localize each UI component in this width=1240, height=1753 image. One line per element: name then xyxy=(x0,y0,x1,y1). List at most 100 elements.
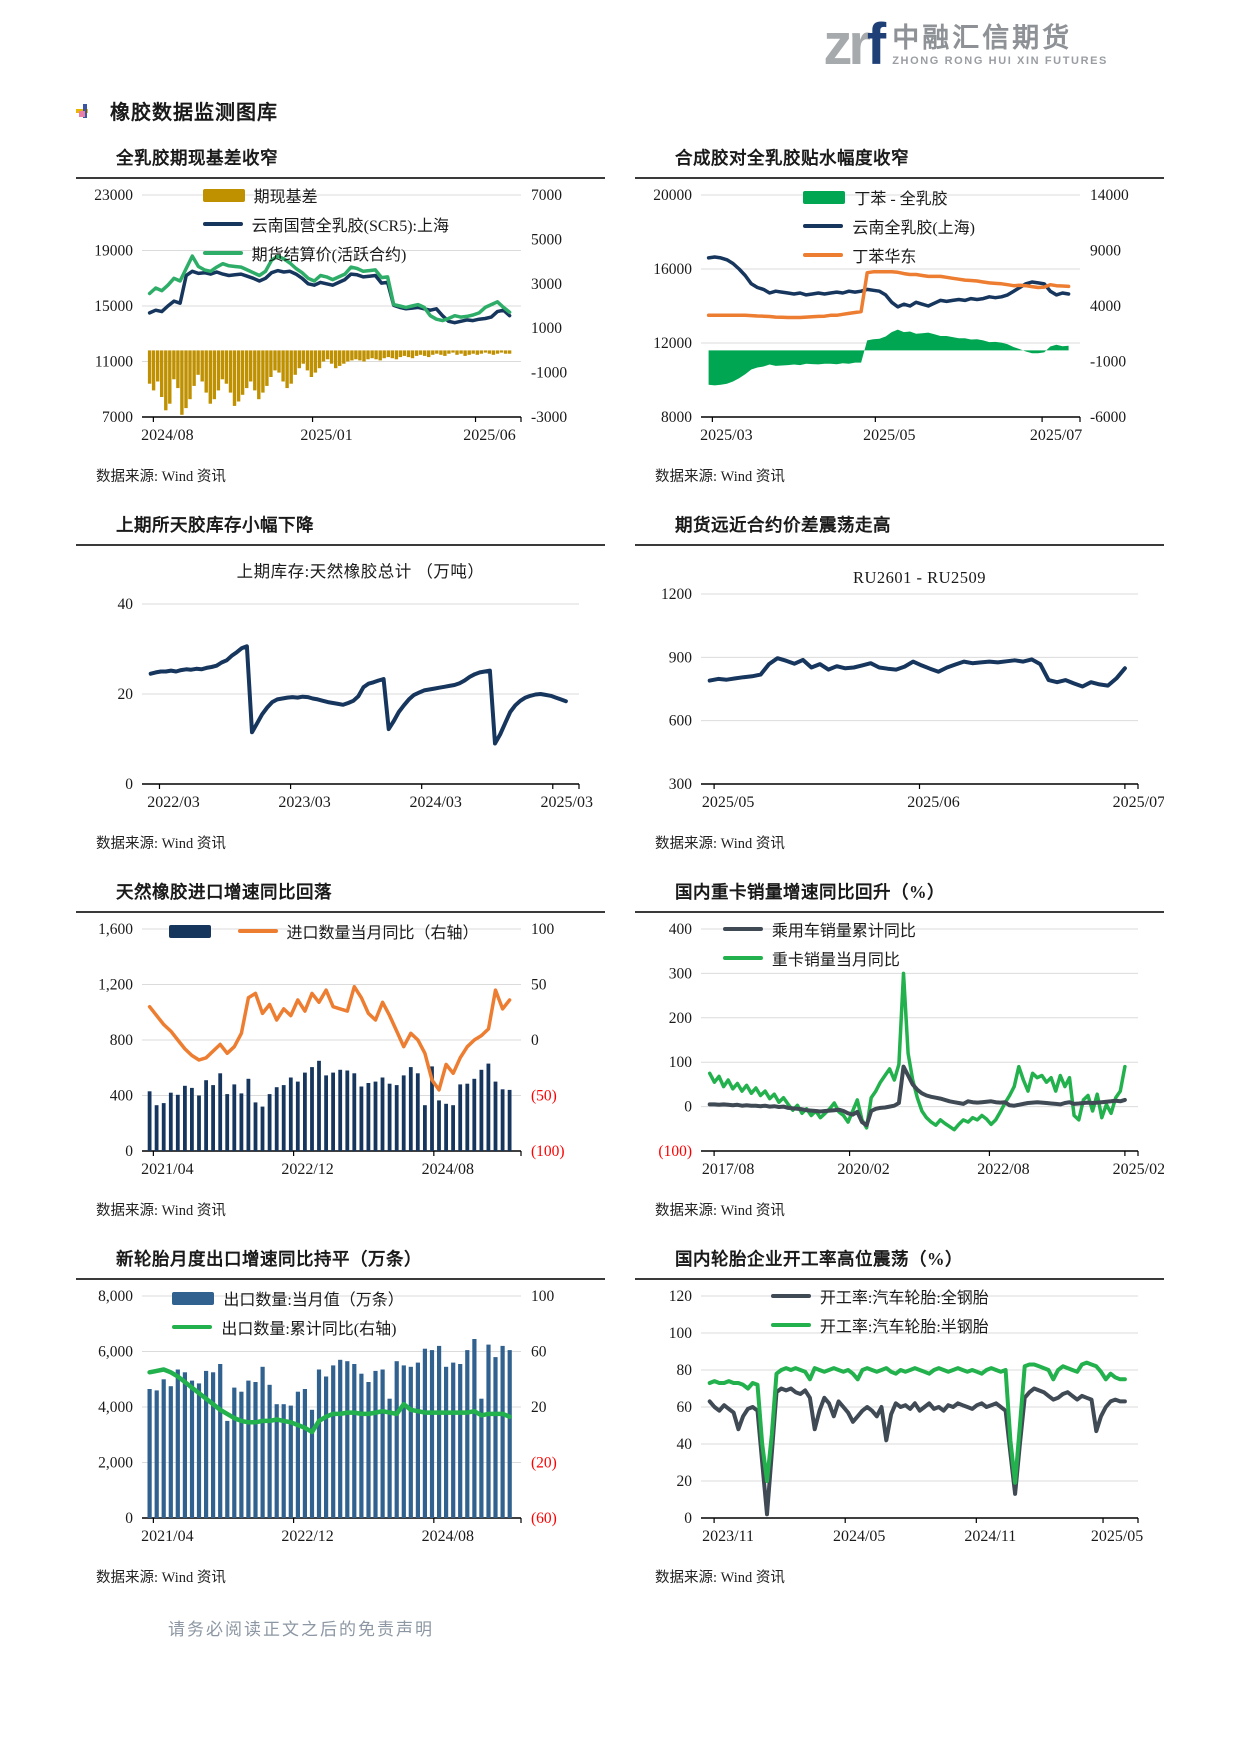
series-bar xyxy=(285,350,289,389)
legend-item: 上期库存:天然橡胶总计 （万吨） xyxy=(237,558,485,582)
series-bar xyxy=(301,350,305,364)
series-bar xyxy=(431,350,435,355)
series-bar xyxy=(390,350,394,359)
chart-synthetic-discount: 合成胶对全乳胶贴水幅度收窄 20000 16000 12000 8000 14000 90… xyxy=(635,141,1164,486)
legend-label: 开工率:汽车轮胎:半钢胎 xyxy=(819,1319,989,1336)
svg-text:800: 800 xyxy=(110,1032,134,1049)
svg-text:5000: 5000 xyxy=(531,231,562,248)
svg-text:2023/11: 2023/11 xyxy=(702,1528,754,1545)
legend-label: 重卡销量当月同比 xyxy=(771,952,900,969)
svg-text:2024/08: 2024/08 xyxy=(422,1528,474,1545)
svg-text:11000: 11000 xyxy=(95,354,133,371)
legend-bar-swatch-icon xyxy=(202,188,245,202)
svg-text:4,000: 4,000 xyxy=(98,1399,133,1416)
series-bar xyxy=(331,1365,336,1518)
series-bar xyxy=(345,1361,350,1518)
series-bar xyxy=(253,1382,258,1518)
series-bar xyxy=(257,350,261,400)
legend-item: 乘用车销量累计同比 xyxy=(722,917,916,941)
svg-text:400: 400 xyxy=(110,1088,134,1105)
svg-text:1200: 1200 xyxy=(661,586,692,603)
series-bar xyxy=(224,350,229,384)
series-bar xyxy=(342,350,346,364)
legend-item: 期货结算价(活跃合约) xyxy=(202,241,449,265)
series-bar xyxy=(346,350,350,362)
svg-text:2017/08: 2017/08 xyxy=(702,1161,754,1178)
chart-plot-synthetic: 20000 16000 12000 8000 14000 9000 4000 -1000 -60… xyxy=(635,183,1164,455)
series-bar xyxy=(338,1359,343,1518)
series-line xyxy=(707,1386,1127,1517)
series-bar xyxy=(366,1382,371,1518)
chart-plot-basis: 23000 19000 15000 11000 7000 7000 5000 3000 1000… xyxy=(76,183,605,455)
legend-label: 云南国营全乳胶(SCR5):上海 xyxy=(251,218,449,235)
chart-grid: 全乳胶期现基差收窄 23000 19000 15000 11000 7000 7000 50… xyxy=(76,141,1164,1609)
logo-zrf-icon: zrf xyxy=(823,16,886,74)
chart-plot-tire-exports: 8,000 6,000 4,000 2,000 0 100 60 20 (20) (60) 2021… xyxy=(76,1284,605,1556)
svg-text:2025/07: 2025/07 xyxy=(1113,794,1164,811)
series-bar xyxy=(253,1102,258,1151)
chart-title: 国内轮胎企业开工率高位震荡（%） xyxy=(635,1242,1164,1280)
series-bar xyxy=(260,1106,265,1151)
chart-title: 上期所天胶库存小幅下降 xyxy=(76,508,605,546)
svg-text:9000: 9000 xyxy=(1090,243,1121,260)
series-line xyxy=(147,254,512,323)
legend-item: 重卡销量当月同比 xyxy=(722,946,916,970)
series-bar xyxy=(471,350,475,354)
series-bar xyxy=(408,1067,413,1151)
svg-text:12000: 12000 xyxy=(653,335,692,352)
chart-canvas: 23000 19000 15000 11000 7000 7000 5000 3000 1000… xyxy=(94,187,567,444)
series-bar xyxy=(362,350,366,362)
series-bar xyxy=(289,350,293,384)
series-bar xyxy=(387,1398,392,1518)
svg-text:100: 100 xyxy=(669,1325,693,1342)
series-bar xyxy=(240,350,245,395)
svg-text:60: 60 xyxy=(677,1399,693,1416)
series-bar xyxy=(352,1073,357,1151)
chart-import-growth: 天然橡胶进口增速同比回落 1,600 1,200 800 400 0 100 50 0 (50)… xyxy=(76,875,605,1220)
svg-text:2023/03: 2023/03 xyxy=(278,794,330,811)
series-line xyxy=(148,644,568,746)
data-source: 数据来源: Wind 资讯 xyxy=(655,1203,785,1219)
legend-label: 乘用车销量累计同比 xyxy=(771,923,916,940)
series-bar xyxy=(164,350,168,411)
series-line xyxy=(147,984,512,1092)
series-line xyxy=(706,270,1071,320)
svg-text:2025/06: 2025/06 xyxy=(907,794,959,811)
series-bar xyxy=(439,350,443,355)
svg-text:0: 0 xyxy=(531,1032,539,1049)
svg-text:3000: 3000 xyxy=(531,276,562,293)
svg-text:2024/08: 2024/08 xyxy=(141,427,193,444)
series-bar xyxy=(239,1093,244,1151)
chart-shfe-inventory: 上期所天胶库存小幅下降 40 20 0 2022/03 2023/03 2024/03 20… xyxy=(76,508,605,853)
chart-canvas: 8,000 6,000 4,000 2,000 0 100 60 20 (20) (60) 2021… xyxy=(98,1288,557,1545)
series-bar xyxy=(232,350,237,406)
svg-text:2024/05: 2024/05 xyxy=(833,1528,885,1545)
series-bar xyxy=(487,350,492,354)
legend-line-swatch-icon xyxy=(770,1293,811,1299)
series-bar xyxy=(366,1083,371,1151)
series-bar xyxy=(151,350,156,391)
series-bar xyxy=(184,350,188,409)
series-bar xyxy=(188,350,192,400)
series-bar xyxy=(246,1380,251,1518)
series-line xyxy=(147,268,512,325)
series-bar xyxy=(305,350,310,371)
series-bar xyxy=(331,1072,335,1151)
svg-text:50: 50 xyxy=(531,977,547,994)
series-bar xyxy=(277,350,281,373)
series-bar xyxy=(373,1370,378,1518)
series-bar xyxy=(382,350,386,359)
series-bar xyxy=(189,1380,195,1518)
series-bar xyxy=(491,350,496,355)
series-bar xyxy=(156,350,160,382)
chart-legend: 出口数量:当月值（万条） 出口数量:累计同比(右轴) xyxy=(172,1286,404,1339)
series-bar xyxy=(196,350,200,375)
series-bar xyxy=(245,350,249,389)
series-bar xyxy=(479,1069,484,1151)
series-bar xyxy=(437,1345,442,1518)
data-source: 数据来源: Wind 资讯 xyxy=(655,469,785,485)
legend-line-swatch-icon xyxy=(770,1322,811,1328)
legend-item: 丁苯华东 xyxy=(803,243,975,267)
svg-text:15000: 15000 xyxy=(94,298,133,315)
series-bar xyxy=(451,1105,455,1151)
